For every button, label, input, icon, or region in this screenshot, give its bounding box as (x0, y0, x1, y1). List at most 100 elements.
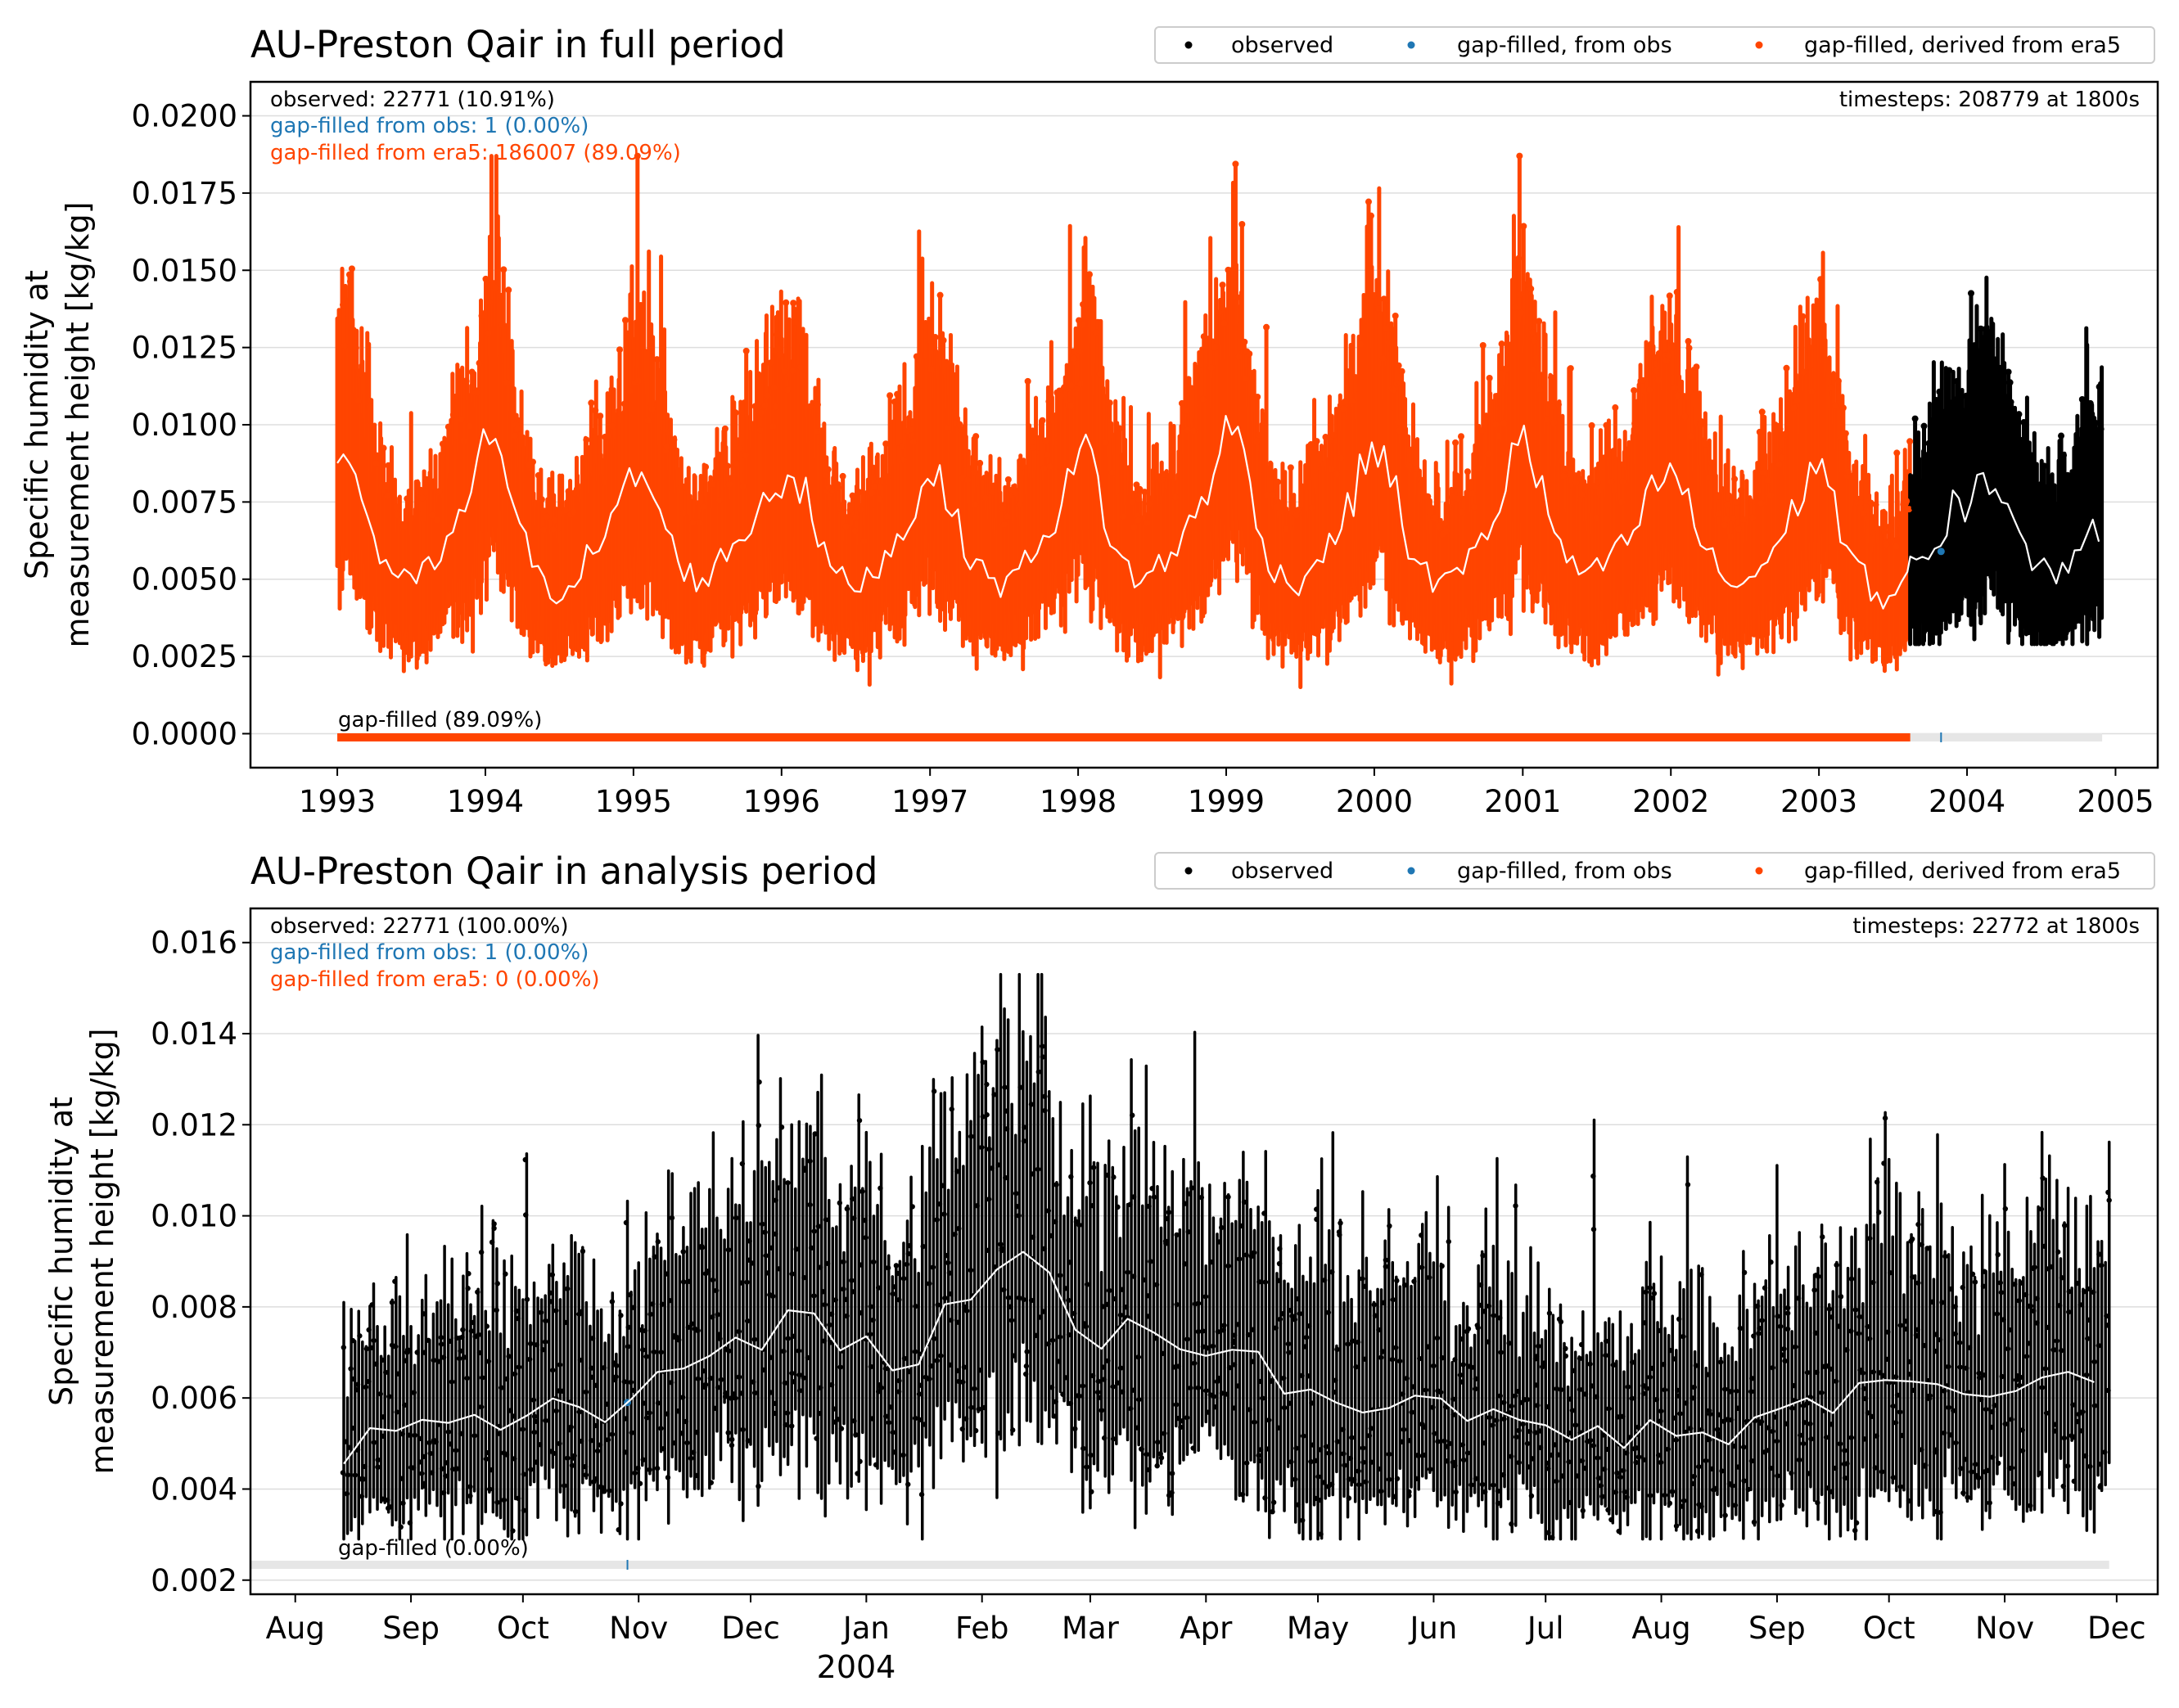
data-point (1516, 1427, 1522, 1434)
data-point (1554, 1478, 1559, 1485)
y-tick-label: 0.0100 (132, 408, 237, 443)
data-point (675, 1408, 681, 1414)
data-point (783, 1422, 788, 1428)
data-point (733, 460, 740, 467)
data-point (400, 1500, 406, 1506)
data-point (1256, 1279, 1262, 1285)
data-point (1074, 385, 1081, 392)
data-point (1323, 1444, 1329, 1449)
data-point (1842, 1475, 1848, 1481)
data-point (438, 1341, 444, 1347)
data-point (399, 1431, 405, 1437)
data-point (1158, 1455, 1165, 1461)
data-point (1136, 485, 1144, 493)
data-point (2054, 1338, 2059, 1344)
data-point (1560, 1473, 1566, 1479)
data-point (1116, 425, 1123, 432)
data-point (1275, 1278, 1281, 1283)
data-point (1044, 451, 1051, 458)
data-point (2006, 379, 2014, 386)
data-point (601, 1489, 607, 1494)
data-point (465, 1286, 471, 1291)
data-point (882, 1413, 889, 1419)
data-point (1958, 1466, 1964, 1471)
data-point (1758, 1420, 1764, 1426)
data-point (609, 1431, 616, 1437)
data-point (1030, 444, 1037, 452)
data-point (814, 1435, 819, 1441)
data-point (1793, 1344, 1798, 1350)
data-point (393, 1344, 399, 1350)
data-point (909, 1204, 915, 1210)
data-point (851, 1418, 857, 1424)
data-point (1088, 1452, 1094, 1458)
data-point (476, 1332, 481, 1338)
data-point (1238, 1223, 1245, 1229)
data-point (547, 1290, 553, 1296)
data-point (1756, 1331, 1762, 1336)
data-point (961, 1364, 968, 1370)
data-point (459, 1334, 465, 1341)
data-point (613, 1363, 620, 1368)
data-point (1691, 1384, 1697, 1390)
data-point (1407, 1438, 1413, 1444)
data-point (1733, 1388, 1739, 1394)
data-point (715, 497, 723, 504)
data-point (740, 1426, 746, 1433)
data-point (927, 1376, 932, 1382)
data-point (443, 1473, 449, 1479)
data-point (2045, 1324, 2051, 1331)
data-point (1511, 304, 1518, 311)
data-point (417, 1435, 422, 1442)
data-point (695, 1327, 701, 1334)
data-point (972, 501, 979, 508)
data-point (479, 1375, 485, 1381)
data-point (589, 1374, 595, 1381)
data-point (1325, 1309, 1332, 1315)
data-point (1715, 510, 1722, 517)
data-point (1800, 368, 1807, 376)
gap-bar (250, 1560, 2109, 1570)
data-point (2074, 1418, 2080, 1425)
data-point (1340, 405, 1347, 412)
data-point (808, 1245, 814, 1251)
data-point (659, 1301, 665, 1307)
data-point (789, 367, 796, 375)
data-point (1807, 1421, 1813, 1426)
data-point (644, 417, 652, 424)
data-point (828, 1311, 835, 1317)
data-point (1828, 384, 1835, 391)
data-point (1249, 374, 1256, 381)
data-point (1929, 417, 1937, 424)
data-point (1349, 1435, 1355, 1440)
data-point (1238, 221, 1246, 228)
data-point (1422, 1452, 1428, 1458)
data-point (648, 405, 656, 412)
data-point (687, 1278, 692, 1284)
data-point (647, 1410, 652, 1416)
data-point (535, 471, 542, 479)
x-tick-label: 1993 (299, 784, 376, 819)
data-point (2091, 1403, 2098, 1408)
data-point (948, 1291, 954, 1297)
data-point (1464, 1450, 1471, 1456)
data-point (828, 1340, 833, 1345)
y-axis-label-line1: Specific humidity at (19, 270, 55, 579)
data-point (1779, 1352, 1785, 1358)
data-point (890, 1291, 896, 1297)
y-tick-label: 0.008 (151, 1290, 237, 1325)
data-point (1498, 1350, 1504, 1355)
data-point (1844, 1461, 1850, 1467)
data-point (2000, 444, 2007, 452)
data-point (989, 1165, 995, 1171)
data-point (1262, 1279, 1269, 1285)
data-point (1622, 1489, 1627, 1495)
data-point (1811, 1287, 1817, 1293)
data-point (1200, 1344, 1207, 1350)
data-point (1248, 1254, 1254, 1260)
data-point (551, 1450, 557, 1457)
data-point (1389, 1356, 1396, 1363)
data-point (1301, 1433, 1306, 1439)
x-tick-label: Oct (497, 1611, 549, 1646)
data-point (744, 1279, 750, 1285)
